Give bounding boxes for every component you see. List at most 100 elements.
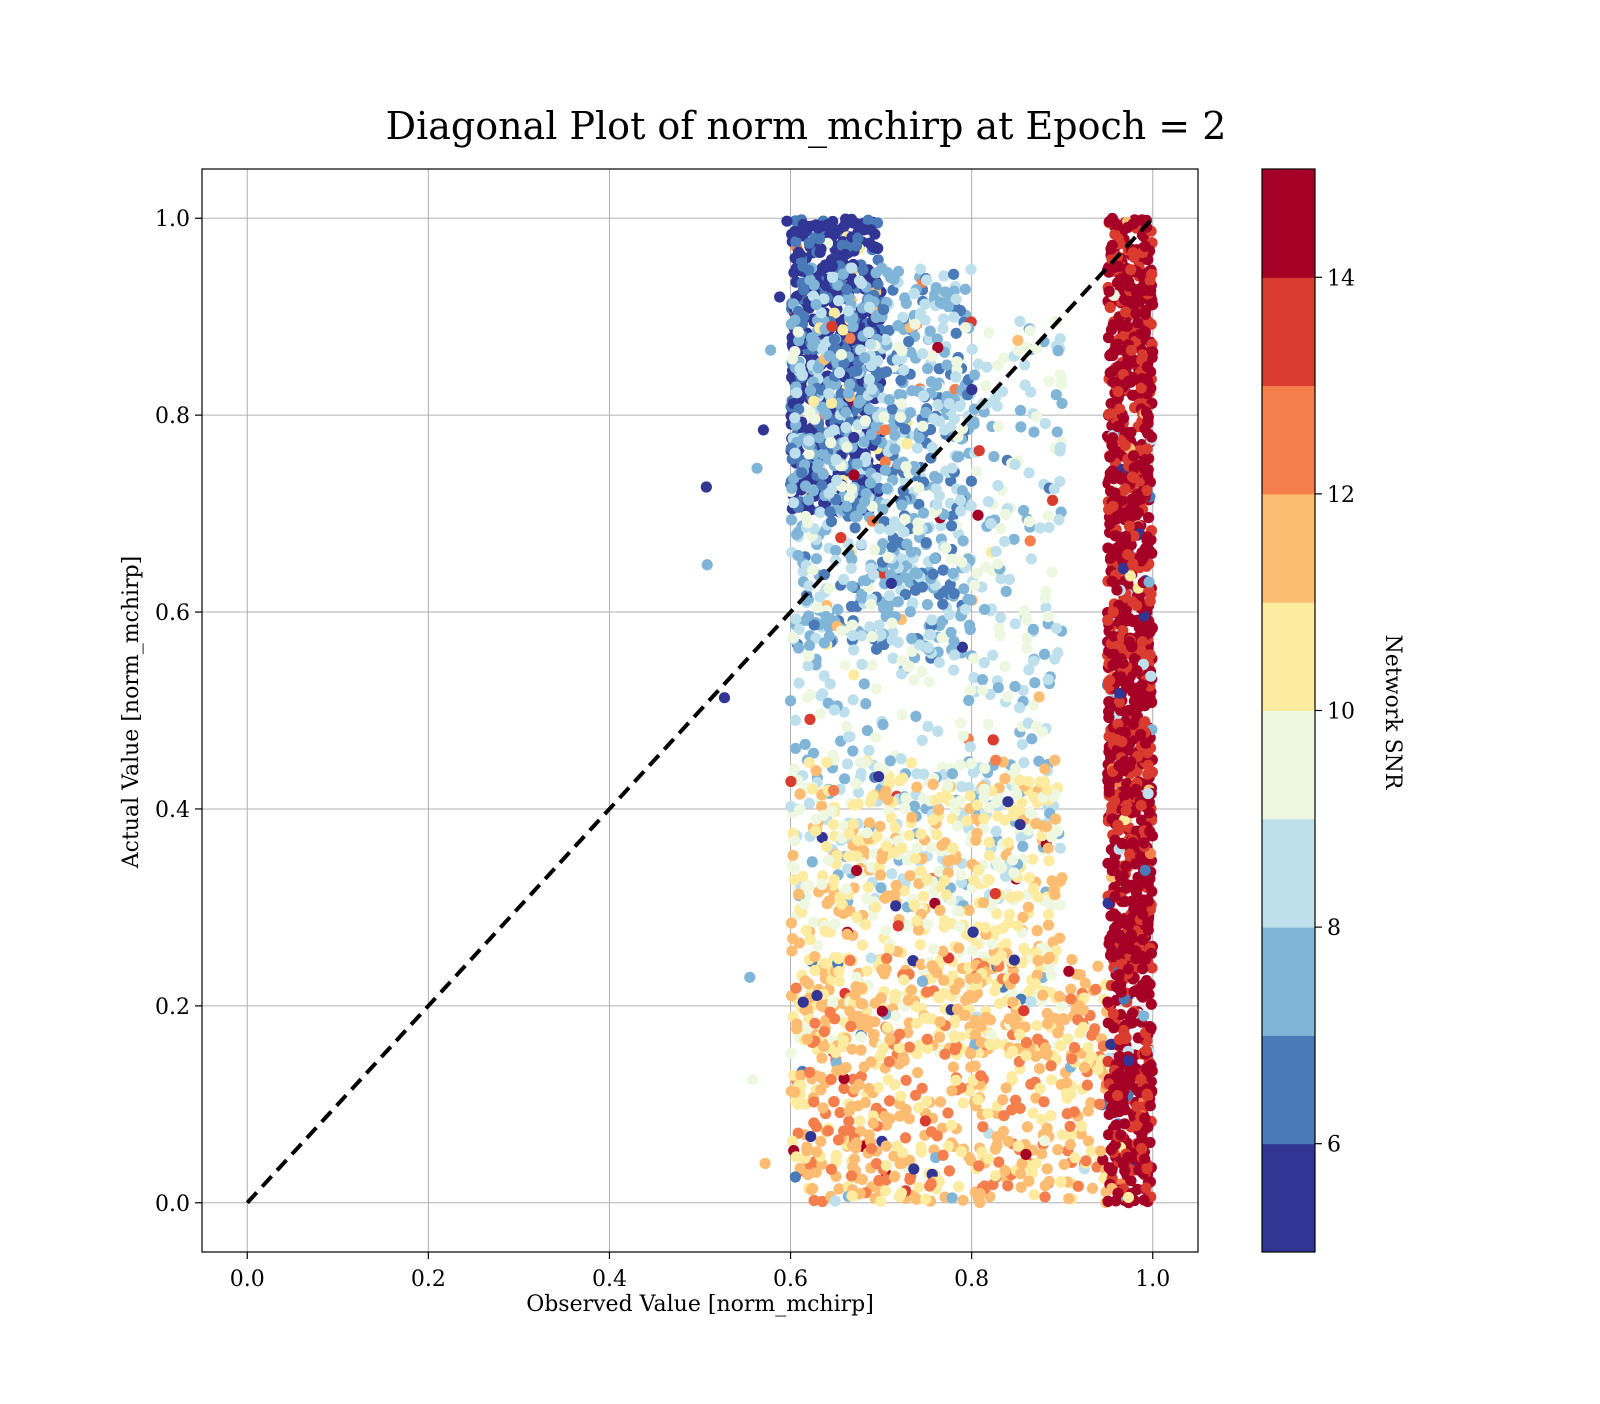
colorbar-segment bbox=[1262, 385, 1315, 495]
scatter-point bbox=[909, 567, 921, 579]
scatter-point bbox=[1019, 359, 1031, 371]
scatter-point bbox=[888, 1171, 901, 1183]
scatter-point bbox=[880, 334, 892, 346]
scatter-point bbox=[949, 1044, 961, 1056]
scatter-point bbox=[826, 260, 839, 272]
scatter-point bbox=[810, 298, 822, 311]
scatter-point bbox=[785, 917, 798, 929]
scatter-point bbox=[1001, 691, 1013, 703]
scatter-point bbox=[1015, 1181, 1027, 1193]
scatter-point bbox=[785, 1047, 797, 1059]
scatter-point bbox=[938, 270, 950, 282]
scatter-point bbox=[989, 985, 1001, 997]
scatter-point bbox=[1021, 1121, 1034, 1133]
scatter-point bbox=[1037, 989, 1049, 1001]
scatter-point bbox=[966, 343, 978, 355]
scatter-point bbox=[835, 625, 848, 637]
scatter-point bbox=[800, 925, 812, 937]
scatter-point bbox=[904, 1173, 916, 1186]
scatter-point bbox=[970, 813, 982, 825]
scatter-point bbox=[1092, 960, 1104, 972]
scatter-point bbox=[901, 919, 913, 932]
scatter-point bbox=[838, 1125, 850, 1137]
scatter-point bbox=[877, 1043, 889, 1055]
scatter-point bbox=[931, 829, 943, 841]
scatter-point bbox=[873, 770, 885, 783]
scatter-point bbox=[1089, 1023, 1101, 1035]
scatter-point bbox=[1122, 1055, 1135, 1067]
scatter-point bbox=[1139, 864, 1151, 876]
scatter-point bbox=[913, 498, 925, 510]
scatter-point bbox=[999, 535, 1011, 548]
scatter-point bbox=[1066, 953, 1078, 966]
scatter-point bbox=[1127, 247, 1139, 259]
scatter-point bbox=[995, 522, 1007, 534]
scatter-point bbox=[1131, 599, 1143, 612]
scatter-point bbox=[1038, 1135, 1051, 1147]
scatter-point bbox=[975, 1070, 987, 1082]
scatter-point bbox=[1102, 614, 1114, 626]
scatter-point bbox=[911, 1048, 923, 1060]
scatter-point bbox=[930, 379, 943, 391]
scatter-point bbox=[978, 812, 990, 825]
scatter-point bbox=[932, 341, 944, 354]
scatter-point bbox=[913, 639, 926, 651]
scatter-point bbox=[911, 842, 923, 854]
scatter-point bbox=[1117, 870, 1129, 882]
scatter-point bbox=[1053, 990, 1066, 1003]
scatter-point bbox=[1003, 573, 1016, 585]
scatter-point bbox=[884, 1033, 896, 1046]
scatter-point bbox=[1039, 1191, 1051, 1203]
scatter-point bbox=[842, 387, 855, 400]
scatter-point bbox=[884, 524, 896, 536]
scatter-point bbox=[901, 438, 913, 450]
scatter-point bbox=[825, 397, 838, 409]
scatter-point bbox=[1008, 972, 1020, 985]
scatter-point bbox=[1108, 795, 1121, 807]
scatter-point bbox=[1014, 1102, 1026, 1115]
scatter-point bbox=[937, 598, 949, 610]
scatter-point bbox=[1020, 1036, 1033, 1049]
scatter-point bbox=[896, 1157, 908, 1169]
scatter-point bbox=[1118, 765, 1130, 777]
scatter-point bbox=[946, 1085, 958, 1097]
scatter-point bbox=[1116, 494, 1129, 506]
scatter-point bbox=[793, 403, 805, 415]
scatter-point bbox=[812, 362, 824, 374]
scatter-point bbox=[808, 395, 820, 407]
scatter-point bbox=[846, 619, 859, 631]
scatter-point bbox=[1119, 1118, 1131, 1130]
scatter-point bbox=[744, 971, 756, 983]
scatter-point bbox=[922, 1042, 934, 1055]
scatter-point bbox=[1109, 890, 1121, 903]
scatter-point bbox=[1123, 520, 1135, 532]
scatter-point bbox=[906, 632, 918, 644]
scatter-point bbox=[1023, 664, 1035, 676]
scatter-point bbox=[790, 613, 802, 625]
scatter-point bbox=[835, 532, 847, 544]
scatter-point bbox=[823, 350, 835, 362]
scatter-point bbox=[880, 366, 893, 378]
scatter-point bbox=[829, 918, 841, 930]
colorbar-tick-label: 10 bbox=[1327, 700, 1355, 725]
scatter-point bbox=[1064, 1138, 1076, 1151]
colorbar-segment bbox=[1262, 602, 1315, 711]
scatter-point bbox=[1130, 1120, 1142, 1132]
scatter-point bbox=[899, 588, 912, 601]
scatter-point bbox=[1013, 1028, 1026, 1040]
scatter-point bbox=[971, 799, 983, 811]
scatter-point bbox=[845, 1020, 857, 1033]
scatter-point bbox=[874, 523, 886, 535]
colorbar-tick-label: 14 bbox=[1327, 266, 1355, 291]
scatter-point bbox=[881, 952, 893, 965]
scatter-point bbox=[830, 453, 842, 466]
scatter-point bbox=[849, 522, 861, 534]
scatter-point bbox=[954, 795, 966, 807]
scatter-point bbox=[908, 1190, 920, 1202]
scatter-point bbox=[946, 768, 959, 780]
scatter-point bbox=[916, 348, 929, 360]
scatter-point bbox=[994, 1130, 1006, 1142]
scatter-point bbox=[877, 718, 889, 731]
scatter-point bbox=[1113, 696, 1125, 708]
scatter-point bbox=[809, 1017, 821, 1029]
